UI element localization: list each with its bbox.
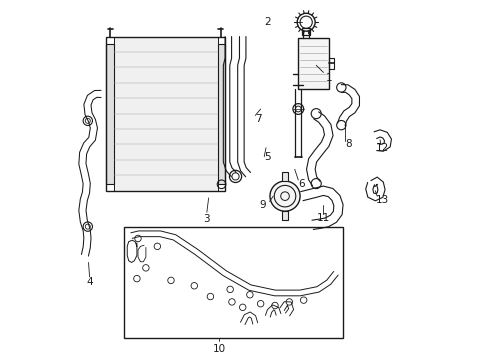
Text: 10: 10 — [212, 343, 225, 354]
Text: 2: 2 — [264, 17, 270, 27]
Bar — [301, 28, 310, 35]
Text: 11: 11 — [316, 213, 329, 222]
Bar — [114, 37, 218, 191]
Text: 4: 4 — [86, 277, 93, 287]
Text: 6: 6 — [298, 179, 305, 189]
Bar — [106, 37, 224, 191]
Text: 12: 12 — [375, 143, 388, 153]
Bar — [218, 44, 224, 184]
Text: 9: 9 — [259, 200, 266, 210]
Bar — [298, 39, 328, 89]
Text: 3: 3 — [203, 215, 210, 224]
Bar — [282, 172, 287, 181]
Bar — [106, 44, 114, 184]
Bar — [124, 226, 343, 338]
Bar — [282, 211, 287, 220]
Text: 8: 8 — [345, 139, 351, 149]
Bar — [328, 58, 333, 69]
Circle shape — [269, 181, 300, 211]
Text: 1: 1 — [325, 73, 331, 83]
Text: 5: 5 — [264, 152, 270, 162]
Text: 13: 13 — [375, 195, 388, 205]
Text: 7: 7 — [255, 114, 262, 124]
